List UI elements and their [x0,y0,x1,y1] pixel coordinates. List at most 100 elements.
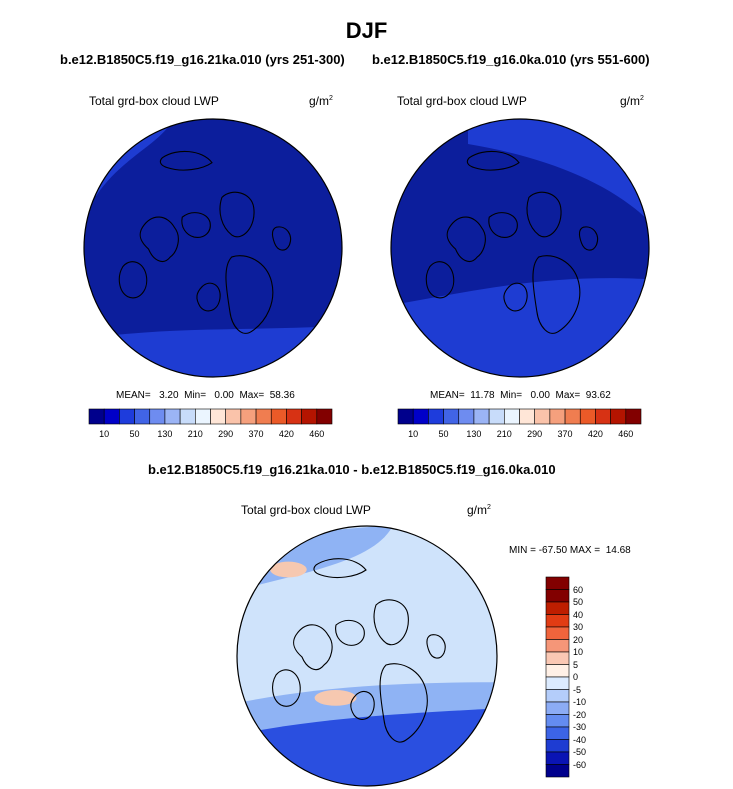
colorbar-swatch [134,408,151,425]
colorbar-swatch [149,408,166,425]
diff-colorbar [545,576,570,778]
right-panel-units: g/m2 [620,94,644,108]
colorbar-swatch [545,701,570,715]
colorbar-tick-label: 10 [99,429,110,439]
colorbar-tick-label: 210 [187,429,203,439]
colorbar-tick-label: 460 [309,429,325,439]
colorbar-tick-label: 130 [157,429,173,439]
colorbar-swatch [301,408,318,425]
colorbar-tick-label: 50 [438,429,449,439]
coastline [503,282,528,312]
colorbar-swatch [545,639,570,653]
coastline [532,255,581,334]
colorbar-tick-label: -40 [573,734,587,745]
colorbar-tick-label: 210 [496,429,512,439]
coastline [139,216,179,262]
coastline [379,663,428,743]
colorbar-tick-label: 130 [466,429,482,439]
colorbar-swatch [595,408,611,425]
colorbar-swatch [458,408,475,425]
coastline [426,634,446,659]
diff-colorbar-ticks: 60 50 40 30 20 10 5 0 -5 -10 -20 -30 -40 -50 -60 [573,577,613,777]
field-warm-patch [270,561,307,578]
colorbar-tick-label: -50 [573,747,587,757]
colorbar-swatch [103,408,120,425]
coastline [373,599,409,646]
colorbar-swatch [545,739,570,753]
colorbar-swatch [545,764,570,778]
colorbar-tick-label: 290 [527,429,543,439]
colorbar-swatch [545,626,570,640]
diff-panel-units: g/m2 [467,503,491,517]
left-panel-units: g/m2 [309,94,333,108]
colorbar-swatch [579,408,596,425]
field-band [237,708,497,786]
colorbar-swatch [255,408,272,425]
coastline [225,255,274,334]
coastline [466,150,520,171]
colorbar-tick-label: 30 [573,622,584,632]
colorbar-swatch [488,408,505,425]
map-field [237,526,497,786]
colorbar-swatch [225,408,242,425]
diff-title: b.e12.B1850C5.f19_g16.21ka.010 - b.e12.B… [148,462,556,477]
colorbar-swatch [412,408,429,425]
right-panel-stats: MEAN= 11.78 Min= 0.00 Max= 93.62 [430,390,611,401]
colorbar-swatch [545,689,570,703]
right-polar-map [390,118,650,378]
colorbar-swatch [545,651,570,665]
colorbar-tick-label: 420 [278,429,294,439]
colorbar-swatch [443,408,460,425]
colorbar-swatch [545,676,570,690]
field-warm-patch [314,690,357,706]
left-polar-map [83,118,343,378]
colorbar-swatch [610,408,627,425]
colorbar-tick-label: 370 [248,429,264,439]
colorbar-swatch [545,714,570,728]
colorbar-swatch [625,408,642,425]
colorbar-swatch [519,408,535,425]
colorbar-swatch [545,601,570,615]
left-panel-variable: Total grd-box cloud LWP [89,94,219,108]
colorbar-tick-label: 420 [587,429,603,439]
colorbar-tick-label: 60 [573,584,584,595]
coastline [181,212,211,238]
map-field [391,119,649,377]
right-panel-subtitle: b.e12.B1850C5.f19_g16.0ka.010 (yrs 551-6… [372,52,650,67]
colorbar-swatch [545,751,570,765]
colorbar-swatch [210,408,226,425]
colorbar-swatch [549,408,566,425]
colorbar-tick-label: 10 [408,429,419,439]
colorbar-swatch [316,408,333,425]
colorbar-swatch [397,408,414,425]
colorbar-tick-label: 290 [218,429,234,439]
coastline [350,690,375,720]
colorbar-tick-label: 370 [557,429,573,439]
colorbar-swatch [473,408,490,425]
coastline [335,619,365,646]
colorbar-tick-label: 10 [573,647,584,657]
colorbar-swatch [164,408,181,425]
colorbar-swatch [545,726,570,740]
colorbar-swatch [286,408,302,425]
colorbar-tick-label: -5 [573,684,582,695]
coastline [578,226,599,251]
coastline [196,282,221,312]
right-panel-variable: Total grd-box cloud LWP [397,94,527,108]
colorbar-tick-label: -10 [573,697,587,707]
colorbar-tick-label: 5 [573,659,579,670]
colorbar-tick-label: 50 [573,597,584,607]
coastline [526,191,562,238]
left-colorbar [88,408,333,425]
colorbar-swatch [545,614,570,628]
left-panel-stats: MEAN= 3.20 Min= 0.00 Max= 58.36 [116,390,295,401]
coastline [118,261,148,299]
coastline [293,624,333,671]
page-title: DJF [345,18,388,43]
coastline [446,216,486,262]
diff-panel-variable: Total grd-box cloud LWP [241,503,371,517]
colorbar-tick-label: 460 [618,429,634,439]
coastline [271,226,292,251]
diff-minmax: MIN = -67.50 MAX = 14.68 [509,545,631,556]
diff-polar-map [236,525,498,787]
